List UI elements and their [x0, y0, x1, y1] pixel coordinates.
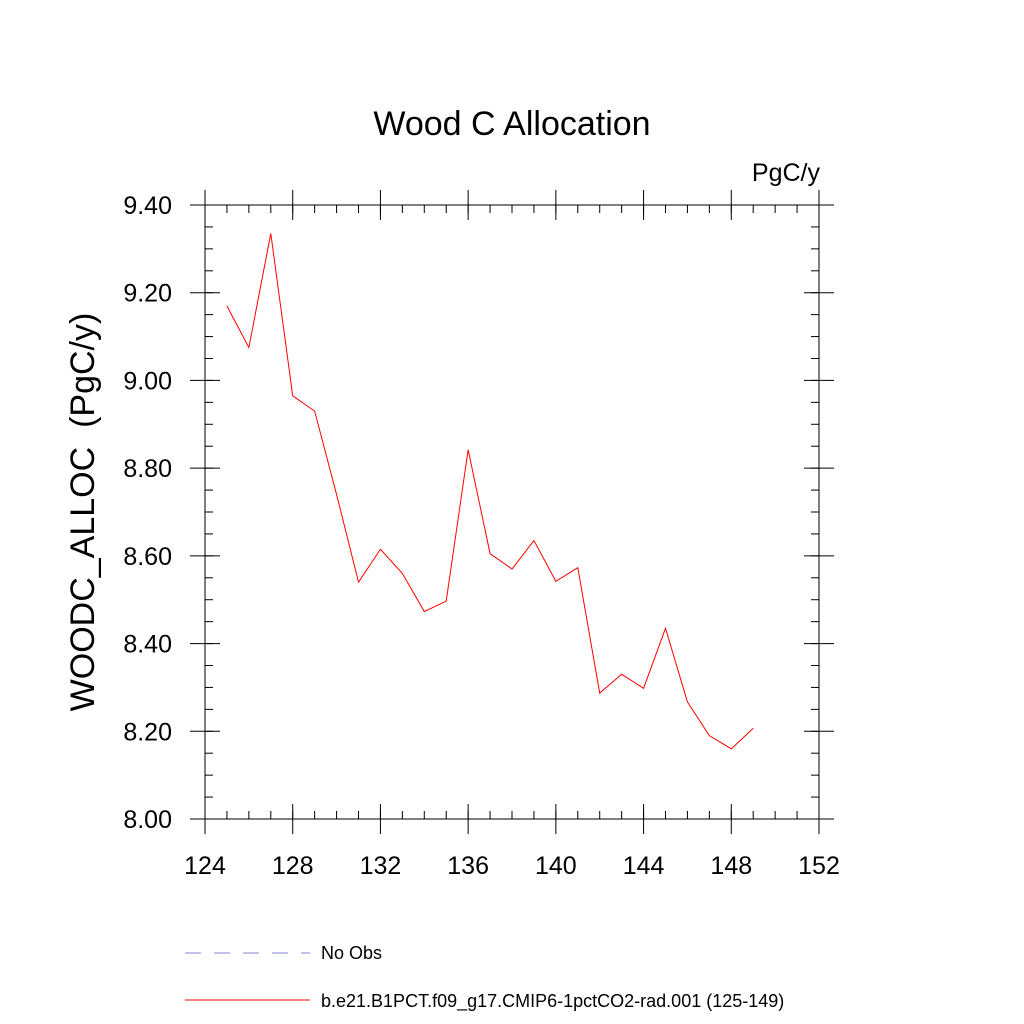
x-tick-labels: 124 128 132 136 140 144 148 152: [184, 852, 840, 880]
y-tick-labels: 8.00 8.20 8.40 8.60 8.80 9.00 9.20 9.40: [123, 192, 172, 834]
x-tick-label: 144: [623, 852, 665, 880]
y-tick-label: 8.00: [123, 806, 172, 834]
x-tick-label: 148: [710, 852, 752, 880]
y-tick-label: 8.20: [123, 718, 172, 746]
y-tick-label: 8.80: [123, 455, 172, 483]
y-tick-label: 8.40: [123, 631, 172, 659]
series-layer: [226, 233, 754, 750]
y-tick-label: 9.20: [123, 280, 172, 308]
x-tick-label: 132: [360, 852, 402, 880]
legend-label-model: b.e21.B1PCT.f09_g17.CMIP6-1pctCO2-rad.00…: [321, 991, 784, 1012]
y-tick-label: 9.40: [123, 192, 172, 220]
x-tick-label: 128: [272, 852, 314, 880]
x-tick-label: 124: [184, 852, 226, 880]
legend-label-no-obs: No Obs: [321, 943, 382, 963]
legend: No Obs b.e21.B1PCT.f09_g17.CMIP6-1pctCO2…: [185, 943, 784, 1012]
x-tick-label: 152: [798, 852, 840, 880]
units-label: PgC/y: [752, 159, 821, 187]
chart-title: Wood C Allocation: [373, 105, 650, 143]
y-tick-label: 9.00: [123, 367, 172, 395]
major-ticks: [190, 190, 834, 834]
y-tick-label: 8.60: [123, 543, 172, 571]
x-tick-label: 140: [535, 852, 577, 880]
x-tick-label: 136: [447, 852, 489, 880]
y-axis-label: WOODC_ALLOC (PgC/y): [64, 313, 102, 712]
